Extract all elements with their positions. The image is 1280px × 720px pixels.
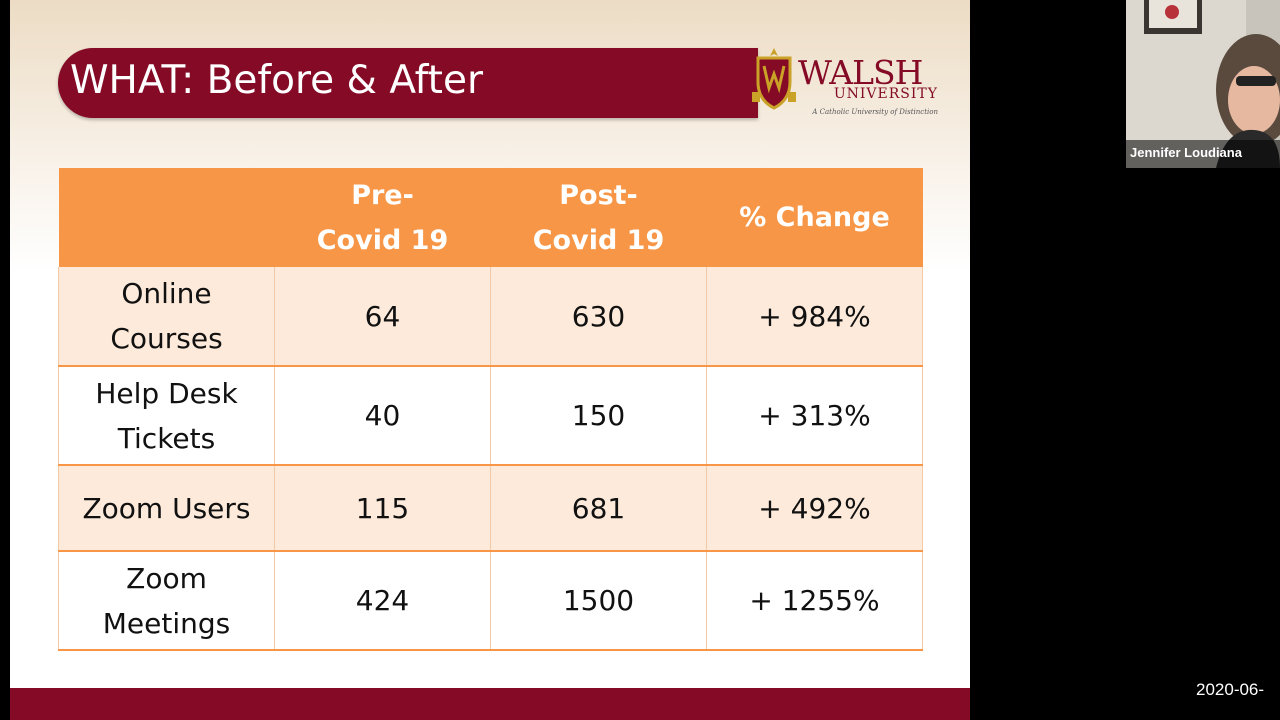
row-label: Zoom Users	[58, 465, 275, 552]
recording-timestamp: 2020-06-	[1196, 680, 1265, 699]
slide-footer-bar	[10, 688, 970, 720]
post-value: 1500	[490, 551, 707, 651]
logo-tagline: A Catholic University of Distinction	[812, 108, 938, 116]
university-crest-icon	[752, 48, 796, 110]
pre-value: 424	[274, 551, 491, 651]
row-label: Zoom Meetings	[58, 551, 275, 651]
header-empty	[58, 168, 275, 267]
pre-value: 40	[274, 366, 491, 466]
post-value: 150	[490, 366, 707, 466]
table-row: Zoom Users 115 681 + 492%	[58, 465, 923, 552]
change-value: + 1255%	[706, 551, 923, 651]
presentation-slide: WHAT: Before & After WALSH UNIVERSITY A …	[10, 0, 970, 720]
participant-name-tag: Jennifer Loudiana	[1126, 140, 1280, 168]
header-post-covid: Post- Covid 19	[490, 168, 707, 267]
post-value: 681	[490, 465, 707, 552]
pre-value: 64	[274, 267, 491, 367]
header-percent-change: % Change	[706, 168, 923, 267]
row-label: Online Courses	[58, 267, 275, 367]
post-value: 630	[490, 267, 707, 367]
change-value: + 313%	[706, 366, 923, 466]
slide-title: WHAT: Before & After	[70, 58, 483, 103]
header-pre-covid: Pre- Covid 19	[274, 168, 491, 267]
logo-subtitle: UNIVERSITY	[833, 86, 938, 102]
logo-name: WALSH	[798, 53, 923, 92]
table-row: Online Courses 64 630 + 984%	[58, 267, 923, 367]
university-logo: WALSH UNIVERSITY A Catholic University o…	[752, 46, 942, 122]
table-row: Zoom Meetings 424 1500 + 1255%	[58, 551, 923, 651]
row-label: Help Desk Tickets	[58, 366, 275, 466]
comparison-table: Pre- Covid 19 Post- Covid 19 % Change On…	[58, 168, 923, 651]
participant-name: Jennifer Loudiana	[1130, 145, 1242, 160]
change-value: + 984%	[706, 267, 923, 367]
title-banner: WHAT: Before & After	[58, 48, 758, 118]
table-header-row: Pre- Covid 19 Post- Covid 19 % Change	[58, 168, 923, 267]
change-value: + 492%	[706, 465, 923, 552]
table-row: Help Desk Tickets 40 150 + 313%	[58, 366, 923, 466]
participant-video-tile[interactable]: Jennifer Loudiana	[1126, 0, 1280, 168]
pre-value: 115	[274, 465, 491, 552]
